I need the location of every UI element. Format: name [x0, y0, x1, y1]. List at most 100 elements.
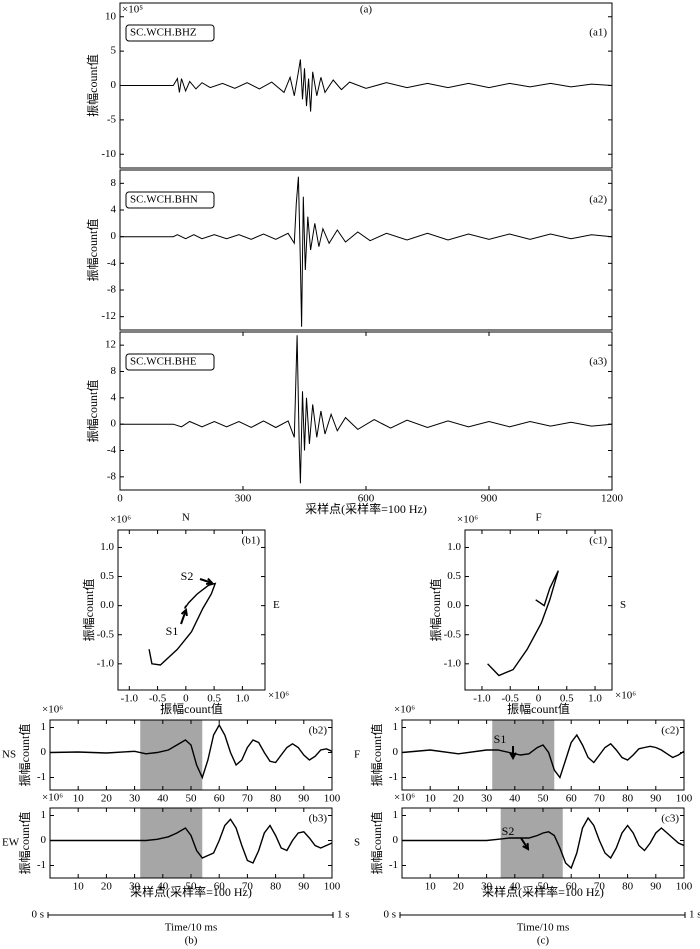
x-tick-label: 70: [594, 881, 606, 893]
y-tick-label: -1: [389, 771, 398, 783]
y-exponent: ×10⁶: [42, 792, 63, 804]
waveform-line: [120, 335, 613, 484]
x-tick-label: 50: [186, 793, 198, 805]
direction-label: E: [273, 599, 280, 611]
station-label: SC.WCH.BHN: [130, 194, 198, 206]
y-tick-label: -1.0: [444, 657, 462, 669]
x-tick-label: 50: [538, 881, 550, 893]
y-tick-label: -8: [107, 284, 117, 296]
direction-label: S: [620, 599, 626, 611]
x-tick-label: 10: [73, 793, 85, 805]
y-tick-label: 0: [111, 418, 117, 430]
y-axis-label: 振幅count值: [17, 724, 32, 787]
panel-caption: (b): [185, 935, 198, 947]
x-tick-label: 60: [214, 793, 226, 805]
x-tick-label: 40: [509, 881, 521, 893]
panel-label: (a2): [589, 194, 607, 206]
x-tick-label: 80: [622, 881, 634, 893]
time-label: Time/10 ms: [165, 922, 217, 934]
x-tick-label: 0: [117, 493, 123, 505]
x-tick-label: 1.0: [236, 693, 250, 705]
waveform-line: [120, 176, 613, 327]
y-tick-label: -1.0: [97, 657, 115, 669]
x-tick-label: -1.0: [473, 693, 491, 705]
x-tick-label: 0.5: [560, 693, 574, 705]
y-tick-label: 0: [111, 79, 117, 91]
highlight-window: [500, 808, 563, 878]
station-box: [125, 24, 215, 42]
x-tick-label: -1.0: [121, 693, 139, 705]
x-tick-label: 600: [358, 493, 375, 505]
plot-frame: [119, 169, 613, 331]
x-tick-label: 90: [650, 881, 662, 893]
panel-label: (a3): [589, 356, 607, 368]
x-tick-label: 20: [453, 881, 465, 893]
x-tick-label: 90: [298, 793, 310, 805]
panel-label: (c1): [589, 535, 607, 547]
y-tick-label: 8: [111, 365, 117, 377]
y-tick-label: 1: [393, 721, 399, 733]
annotation-arrowhead: [180, 608, 188, 617]
x-tick-label: 1.0: [588, 693, 602, 705]
y-axis-label: 振幅count值: [85, 54, 100, 117]
x-tick-label: -0.5: [149, 693, 167, 705]
annotation-arrowhead: [522, 842, 530, 851]
x-axis-label: 采样点(采样率=100 Hz): [130, 884, 252, 899]
annotation-arrow: [520, 837, 529, 850]
y-axis-label: 振幅count值: [17, 812, 32, 875]
component-label: S: [354, 837, 360, 849]
x-tick-label: 900: [481, 493, 498, 505]
time-end: 1 s: [689, 909, 700, 921]
x-tick-label: 40: [157, 793, 169, 805]
annotation-arrowhead: [509, 752, 517, 761]
y-exponent: ×10⁶: [457, 514, 478, 526]
x-tick-label: 100: [324, 881, 341, 893]
annotation-arrow: [199, 578, 213, 584]
y-axis-label: 振幅count值: [369, 812, 384, 875]
x-tick-label: 40: [157, 881, 169, 893]
x-tick-label: 80: [622, 793, 634, 805]
y-tick-label: -12: [101, 310, 116, 322]
x-tick-label: 10: [425, 881, 437, 893]
y-tick-label: 0: [393, 746, 399, 758]
station-box: [125, 191, 215, 209]
component-label: F: [354, 749, 360, 761]
x-tick-label: 50: [186, 881, 198, 893]
figure-title: (a): [360, 4, 373, 16]
waveform-line: [401, 733, 685, 780]
y-exponent: ×10⁶: [42, 704, 63, 716]
component-label: EW: [2, 837, 20, 849]
station-label: SC.WCH.BHE: [130, 356, 197, 368]
x-axis-label: 采样点(采样率=100 Hz): [305, 501, 427, 516]
x-tick-label: 20: [101, 881, 113, 893]
x-tick-label: 100: [676, 793, 693, 805]
x-tick-label: 60: [566, 793, 578, 805]
x-tick-label: 30: [481, 881, 493, 893]
x-tick-label: 30: [129, 793, 141, 805]
panel-label: (c2): [661, 725, 679, 737]
waveform-line: [120, 59, 613, 112]
x-tick-label: 30: [129, 881, 141, 893]
waveform-line: [402, 816, 685, 870]
y-tick-label: 0.5: [447, 570, 461, 582]
x-tick-label: 0.5: [207, 693, 221, 705]
x-axis-label: 振幅count值: [160, 701, 223, 716]
plot-frame: [464, 529, 613, 691]
y-exponent: ×10⁵: [122, 4, 143, 16]
y-axis-label: 振幅count值: [369, 724, 384, 787]
y-exponent: ×10⁶: [110, 514, 131, 526]
y-tick-label: 0.5: [100, 570, 114, 582]
waveform-line: [50, 818, 333, 864]
time-end: 1 s: [337, 909, 350, 921]
x-tick-label: 300: [235, 493, 252, 505]
x-tick-label: 70: [242, 881, 254, 893]
y-tick-label: 1.0: [100, 541, 114, 553]
annotation-arrow: [180, 609, 187, 625]
highlight-window: [140, 720, 203, 790]
component-label: NS: [2, 749, 16, 761]
x-tick-label: 100: [676, 881, 693, 893]
x-tick-label: 70: [242, 793, 254, 805]
y-axis-label: 振幅count值: [81, 579, 96, 642]
panel-label: (b3): [309, 813, 328, 825]
